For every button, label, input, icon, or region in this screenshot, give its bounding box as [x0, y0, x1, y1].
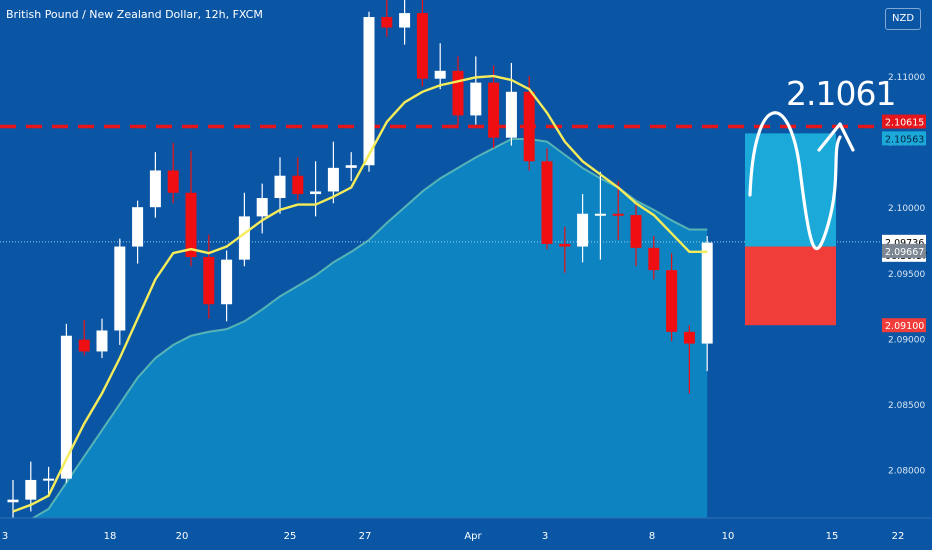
y-tick-label: 2.11000	[888, 73, 925, 83]
candle-body	[470, 82, 482, 116]
x-tick-label: 8	[649, 531, 655, 542]
projection-wave	[748, 111, 842, 250]
candle-body	[363, 17, 375, 166]
candle-body	[7, 499, 19, 503]
slow-ma-line	[13, 138, 708, 521]
candle-body	[203, 257, 215, 305]
x-tick-label: 3	[2, 531, 8, 542]
x-tick-label: 3	[542, 531, 548, 542]
price-label-text: 2.10563	[885, 134, 924, 145]
x-tick-label: 22	[892, 531, 905, 542]
candle-body	[221, 259, 233, 305]
price-label-text: 2.09667	[885, 247, 924, 258]
candle-body	[256, 198, 268, 217]
candle-body	[25, 479, 37, 500]
candle-body	[577, 213, 589, 247]
candle-body	[505, 91, 517, 138]
y-tick-label: 2.10000	[888, 204, 925, 214]
candle-body	[310, 191, 322, 195]
candle-body	[238, 216, 250, 260]
candle-body	[416, 13, 428, 79]
x-axis-bar	[0, 518, 932, 550]
projection-arrow-head	[817, 122, 855, 152]
currency-button[interactable]: NZD	[885, 8, 921, 30]
x-tick-label: 10	[722, 531, 735, 542]
candle-body	[292, 175, 304, 195]
target-zone	[745, 133, 836, 247]
price-label-box	[882, 114, 926, 129]
x-tick-label: 15	[826, 531, 839, 542]
price-label-text: 2.10615	[885, 118, 924, 129]
price-label-box	[882, 243, 926, 258]
candle-body	[541, 161, 553, 244]
candle-body	[452, 70, 464, 116]
candle-body	[612, 213, 624, 216]
x-tick-label: Apr	[464, 531, 482, 542]
chart-title: British Pound / New Zealand Dollar, 12h,…	[6, 8, 263, 21]
candle-body	[185, 192, 197, 258]
candle-body	[523, 91, 535, 162]
candle-body	[114, 246, 126, 331]
candle-body	[327, 167, 339, 192]
x-tick-label: 25	[284, 531, 297, 542]
slow-ma-area	[13, 139, 708, 520]
x-tick-label: 20	[176, 531, 189, 542]
y-tick-label: 2.09500	[888, 270, 925, 280]
target-price-annotation: 2.1061	[786, 74, 896, 113]
y-tick-label: 2.09000	[888, 335, 925, 345]
candle-body	[594, 213, 606, 216]
candle-body	[149, 170, 161, 208]
fast-ma-line	[12, 74, 708, 513]
price-label-text: 2.09736	[885, 238, 924, 249]
candle-body	[666, 270, 678, 332]
candle-body	[167, 170, 179, 193]
candle-body	[78, 339, 90, 352]
price-label-text: 2.09100	[885, 321, 924, 332]
x-tick-label: 27	[359, 531, 372, 542]
candle-body	[43, 478, 55, 481]
candle-body	[559, 243, 571, 247]
candle-body	[345, 165, 357, 168]
stop-loss-zone	[745, 246, 836, 326]
candle-body	[60, 335, 72, 479]
candle-body	[701, 242, 713, 344]
candle-body	[488, 82, 500, 138]
candle-body	[381, 17, 393, 28]
candle-body	[96, 330, 108, 352]
y-tick-label: 2.08000	[888, 466, 925, 476]
x-tick-label: 18	[104, 531, 117, 542]
price-label-box	[882, 131, 926, 146]
candle-body	[683, 331, 695, 344]
candle-body	[630, 215, 642, 248]
candle-body	[434, 70, 446, 79]
candle-body	[399, 13, 411, 28]
candle-body	[132, 207, 144, 247]
y-tick-label: 2.08500	[888, 401, 925, 411]
candle-body	[648, 247, 660, 271]
price-label-box	[882, 318, 926, 333]
candle-body	[274, 175, 286, 199]
